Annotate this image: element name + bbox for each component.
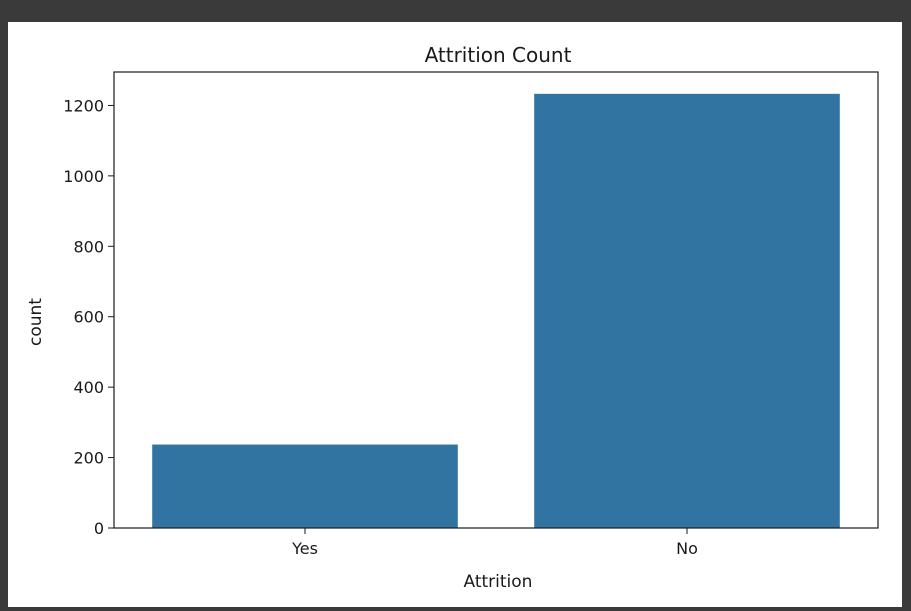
bar-no bbox=[534, 93, 840, 528]
chart-frame: Attrition Count 0 200 400 600 800 1000 1200 Ye… bbox=[8, 22, 902, 607]
y-tick-label: 0 bbox=[94, 519, 104, 538]
y-tick-label: 600 bbox=[73, 308, 104, 327]
y-axis: 0 200 400 600 800 1000 1200 bbox=[63, 96, 114, 538]
y-tick-label: 1000 bbox=[63, 167, 104, 186]
y-tick-label: 200 bbox=[73, 449, 104, 468]
x-tick-label: Yes bbox=[291, 539, 318, 558]
chart-title: Attrition Count bbox=[425, 43, 572, 67]
y-tick-label: 1200 bbox=[63, 96, 104, 115]
y-axis-label: count bbox=[26, 298, 46, 346]
bar-yes bbox=[152, 444, 458, 528]
plot-area-frame bbox=[113, 71, 879, 529]
x-axis-label: Attrition bbox=[464, 572, 533, 592]
x-tick-label: No bbox=[676, 539, 698, 558]
bars-group bbox=[152, 93, 840, 528]
bar-chart: Attrition Count 0 200 400 600 800 1000 1200 Ye… bbox=[26, 43, 879, 592]
y-tick-label: 400 bbox=[73, 378, 104, 397]
x-axis: Yes No bbox=[291, 528, 698, 558]
y-tick-label: 800 bbox=[73, 237, 104, 256]
